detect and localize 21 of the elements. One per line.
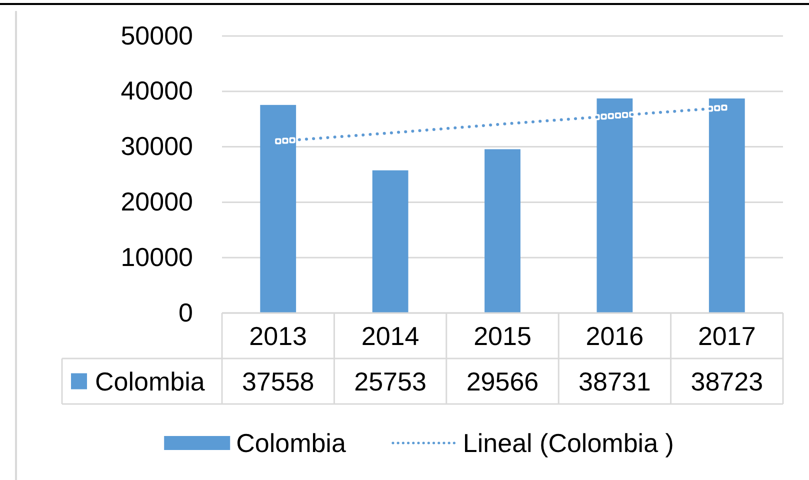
y-tick-label: 20000 bbox=[120, 186, 193, 217]
x-tick-label: 2014 bbox=[361, 320, 420, 351]
data-label: 25753 bbox=[354, 366, 426, 396]
data-label: 37558 bbox=[242, 366, 314, 396]
data-label: 38731 bbox=[578, 366, 651, 396]
x-tick-label: 2017 bbox=[698, 320, 756, 351]
text: Colombia bbox=[236, 428, 346, 458]
y-tick-label: 30000 bbox=[120, 131, 193, 162]
data-label: 29566 bbox=[466, 366, 539, 396]
legend-label: Lineal (Colombia ) bbox=[462, 428, 674, 458]
y-tick-label: 40000 bbox=[120, 76, 193, 106]
x-tick-label: 2015 bbox=[474, 320, 532, 351]
y-tick-label: 0 bbox=[178, 297, 193, 328]
x-tick-label: 2013 bbox=[249, 320, 308, 351]
y-tick-label: 50000 bbox=[120, 20, 193, 50]
bar bbox=[484, 149, 520, 313]
data-label: 38723 bbox=[690, 366, 764, 396]
legend-label: Colombia bbox=[95, 366, 206, 396]
y-tick-label: 10000 bbox=[120, 242, 193, 272]
bar bbox=[372, 170, 408, 313]
x-tick-label: 2016 bbox=[586, 320, 644, 351]
